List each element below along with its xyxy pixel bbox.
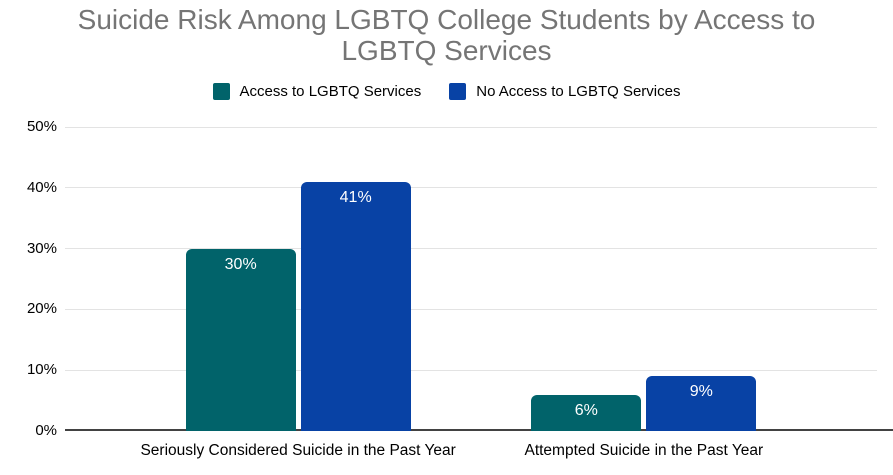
bar-value-label: 30%	[224, 255, 257, 273]
chart-title: Suicide Risk Among LGBTQ College Student…	[77, 4, 816, 67]
bar-no-access-0	[300, 181, 411, 431]
legend-label-no-access: No Access to LGBTQ Services	[476, 83, 681, 100]
legend-item-access: Access to LGBTQ Services	[212, 83, 422, 100]
gridline	[65, 126, 877, 128]
bar-no-access-1	[646, 376, 757, 431]
gridline	[65, 308, 877, 310]
bar-value-label: 6%	[574, 401, 598, 419]
legend: Access to LGBTQ Services No Access to LG…	[0, 83, 893, 100]
y-axis-tick-label: 10%	[26, 361, 57, 379]
y-axis-tick-label: 20%	[26, 300, 57, 318]
legend-swatch-no-access	[449, 83, 467, 100]
gridline	[65, 248, 877, 250]
legend-item-no-access: No Access to LGBTQ Services	[449, 83, 680, 100]
legend-label-access: Access to LGBTQ Services	[239, 83, 422, 100]
bar-value-label: 9%	[689, 383, 713, 401]
gridline	[65, 369, 877, 371]
bar-access-1	[531, 394, 642, 431]
gridline	[65, 187, 877, 189]
bar-value-label: 41%	[339, 188, 372, 206]
x-axis-baseline	[65, 429, 893, 431]
y-axis-tick-label: 0%	[35, 422, 57, 439]
bar-access-0	[185, 248, 296, 431]
x-axis-category-label: Seriously Considered Suicide in the Past…	[140, 442, 456, 459]
y-axis-tick-label: 30%	[26, 239, 57, 257]
y-axis-tick-label: 50%	[26, 118, 57, 135]
y-axis-tick-label: 40%	[26, 178, 57, 196]
x-axis-category-label: Attempted Suicide in the Past Year	[524, 442, 764, 459]
legend-swatch-access	[212, 83, 230, 100]
